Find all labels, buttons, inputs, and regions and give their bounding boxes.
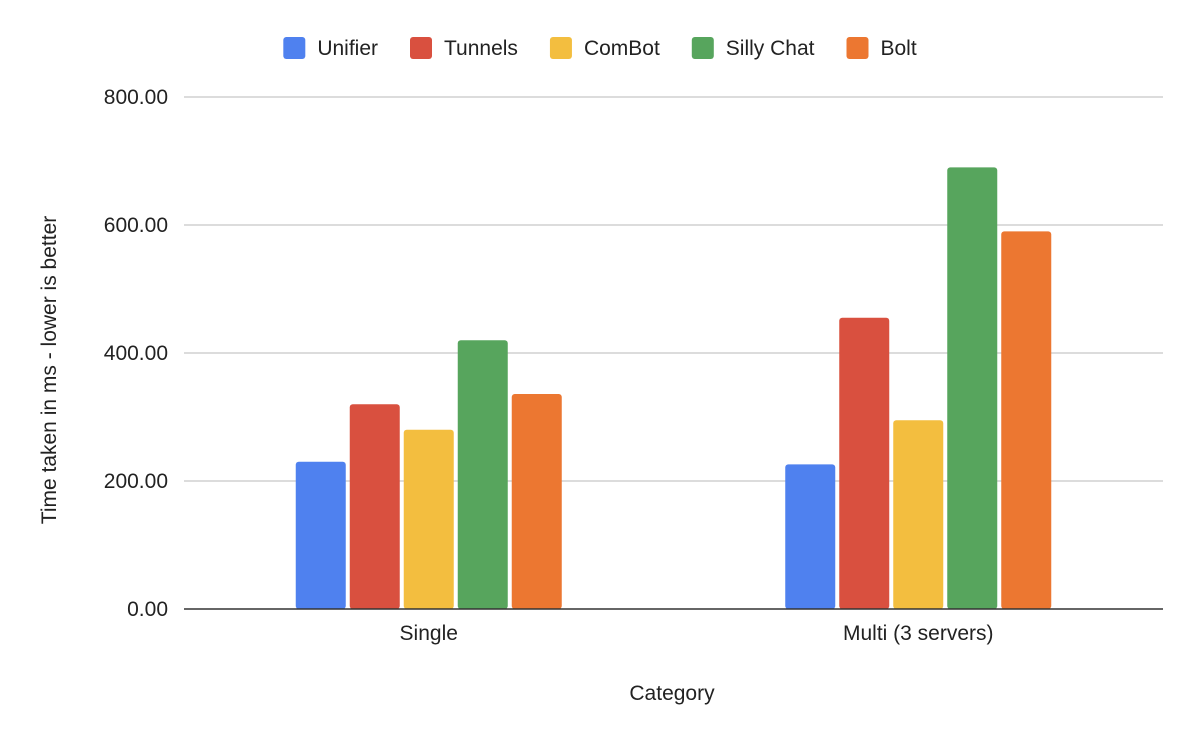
legend-label: Tunnels — [444, 37, 518, 60]
bar-combot — [893, 420, 944, 609]
bar-tunnels — [349, 404, 400, 609]
x-axis-title: Category — [629, 682, 715, 705]
y-tick-label: 800.00 — [104, 86, 168, 109]
bar-unifier — [295, 461, 346, 609]
legend-label: Unifier — [317, 37, 378, 60]
bar-bolt — [511, 393, 562, 609]
axes: 0.00 200.00 400.00 600.00 800.00 Single Multi … — [104, 86, 1163, 645]
x-tick-label: Multi (3 servers) — [843, 622, 994, 645]
x-tick-label: Single — [400, 622, 458, 645]
bar-silly-chat — [457, 340, 508, 609]
y-tick-label: 600.00 — [104, 214, 168, 237]
bar-combot — [403, 429, 454, 609]
legend-label: ComBot — [584, 37, 660, 60]
legend: Unifier Tunnels ComBot Silly Chat Bolt — [283, 37, 917, 60]
legend-swatch — [846, 37, 869, 59]
y-tick-label: 400.00 — [104, 342, 168, 365]
legend-swatch — [549, 37, 572, 59]
legend-label: Bolt — [881, 37, 917, 60]
y-axis-title: Time taken in ms - lower is better — [38, 216, 61, 524]
y-tick-label: 0.00 — [127, 598, 168, 621]
legend-swatch — [283, 37, 306, 59]
bar-bolt — [1001, 231, 1052, 609]
gridlines — [184, 96, 1163, 482]
legend-label: Silly Chat — [726, 37, 815, 60]
bar-tunnels — [839, 317, 890, 609]
bar-silly-chat — [947, 167, 998, 609]
bars — [295, 167, 1052, 609]
legend-swatch — [410, 37, 432, 59]
y-tick-label: 200.00 — [104, 470, 168, 493]
legend-swatch — [691, 37, 714, 59]
bar-unifier — [785, 464, 836, 609]
